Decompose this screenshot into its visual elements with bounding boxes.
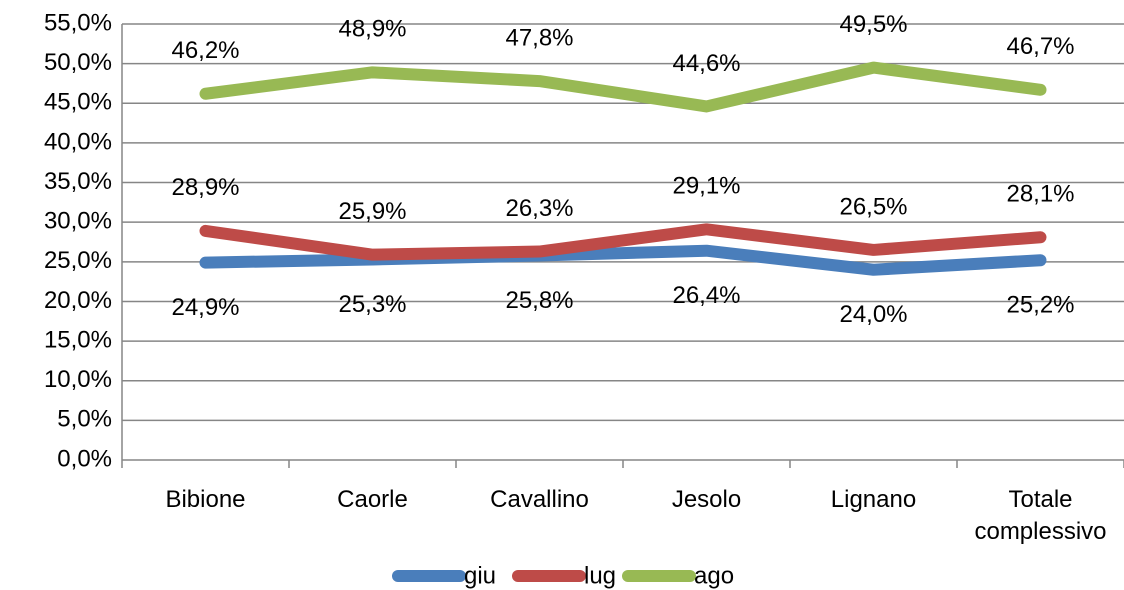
data-label: 28,9% bbox=[171, 174, 239, 201]
data-label: 47,8% bbox=[505, 24, 573, 51]
x-tick-label: Bibione bbox=[165, 486, 246, 513]
y-tick-label: 20,0% bbox=[44, 287, 112, 314]
x-tick-label: Caorle bbox=[337, 486, 408, 513]
data-label: 25,9% bbox=[338, 198, 406, 225]
y-tick-label: 50,0% bbox=[44, 49, 112, 76]
y-tick-label: 10,0% bbox=[44, 366, 112, 393]
y-tick-label: 45,0% bbox=[44, 89, 112, 116]
x-tick-label: Jesolo bbox=[671, 486, 742, 513]
y-tick-label: 40,0% bbox=[44, 128, 112, 155]
data-label: 46,7% bbox=[1006, 33, 1074, 60]
legend-label: ago bbox=[694, 562, 734, 589]
data-label: 26,5% bbox=[839, 193, 907, 220]
x-tick-label: Totale complessivo bbox=[974, 486, 1107, 545]
data-label: 29,1% bbox=[672, 173, 740, 200]
data-label: 48,9% bbox=[338, 16, 406, 43]
series-line bbox=[199, 223, 1047, 261]
data-label: 28,1% bbox=[1006, 181, 1074, 208]
legend-label: giu bbox=[464, 562, 496, 589]
x-tick-label: Cavallino bbox=[490, 486, 589, 513]
y-tick-label: 5,0% bbox=[57, 406, 112, 433]
data-label: 24,9% bbox=[171, 294, 239, 321]
data-label: 25,3% bbox=[338, 291, 406, 318]
legend-label: lug bbox=[584, 562, 616, 589]
data-label: 44,6% bbox=[672, 50, 740, 77]
y-tick-label: 30,0% bbox=[44, 208, 112, 235]
y-tick-label: 0,0% bbox=[57, 445, 112, 472]
y-tick-label: 15,0% bbox=[44, 326, 112, 353]
data-label: 24,0% bbox=[839, 301, 907, 328]
data-label: 46,2% bbox=[171, 37, 239, 64]
data-label: 26,3% bbox=[505, 195, 573, 222]
y-tick-label: 35,0% bbox=[44, 168, 112, 195]
data-label: 25,8% bbox=[505, 287, 573, 314]
y-tick-label: 55,0% bbox=[44, 9, 112, 36]
series-line bbox=[199, 244, 1047, 276]
x-tick-label: Lignano bbox=[830, 486, 917, 513]
data-label: 49,5% bbox=[839, 11, 907, 38]
data-label: 26,4% bbox=[672, 282, 740, 309]
series-line bbox=[199, 61, 1047, 113]
data-label: 25,2% bbox=[1006, 292, 1074, 319]
y-tick-label: 25,0% bbox=[44, 247, 112, 274]
